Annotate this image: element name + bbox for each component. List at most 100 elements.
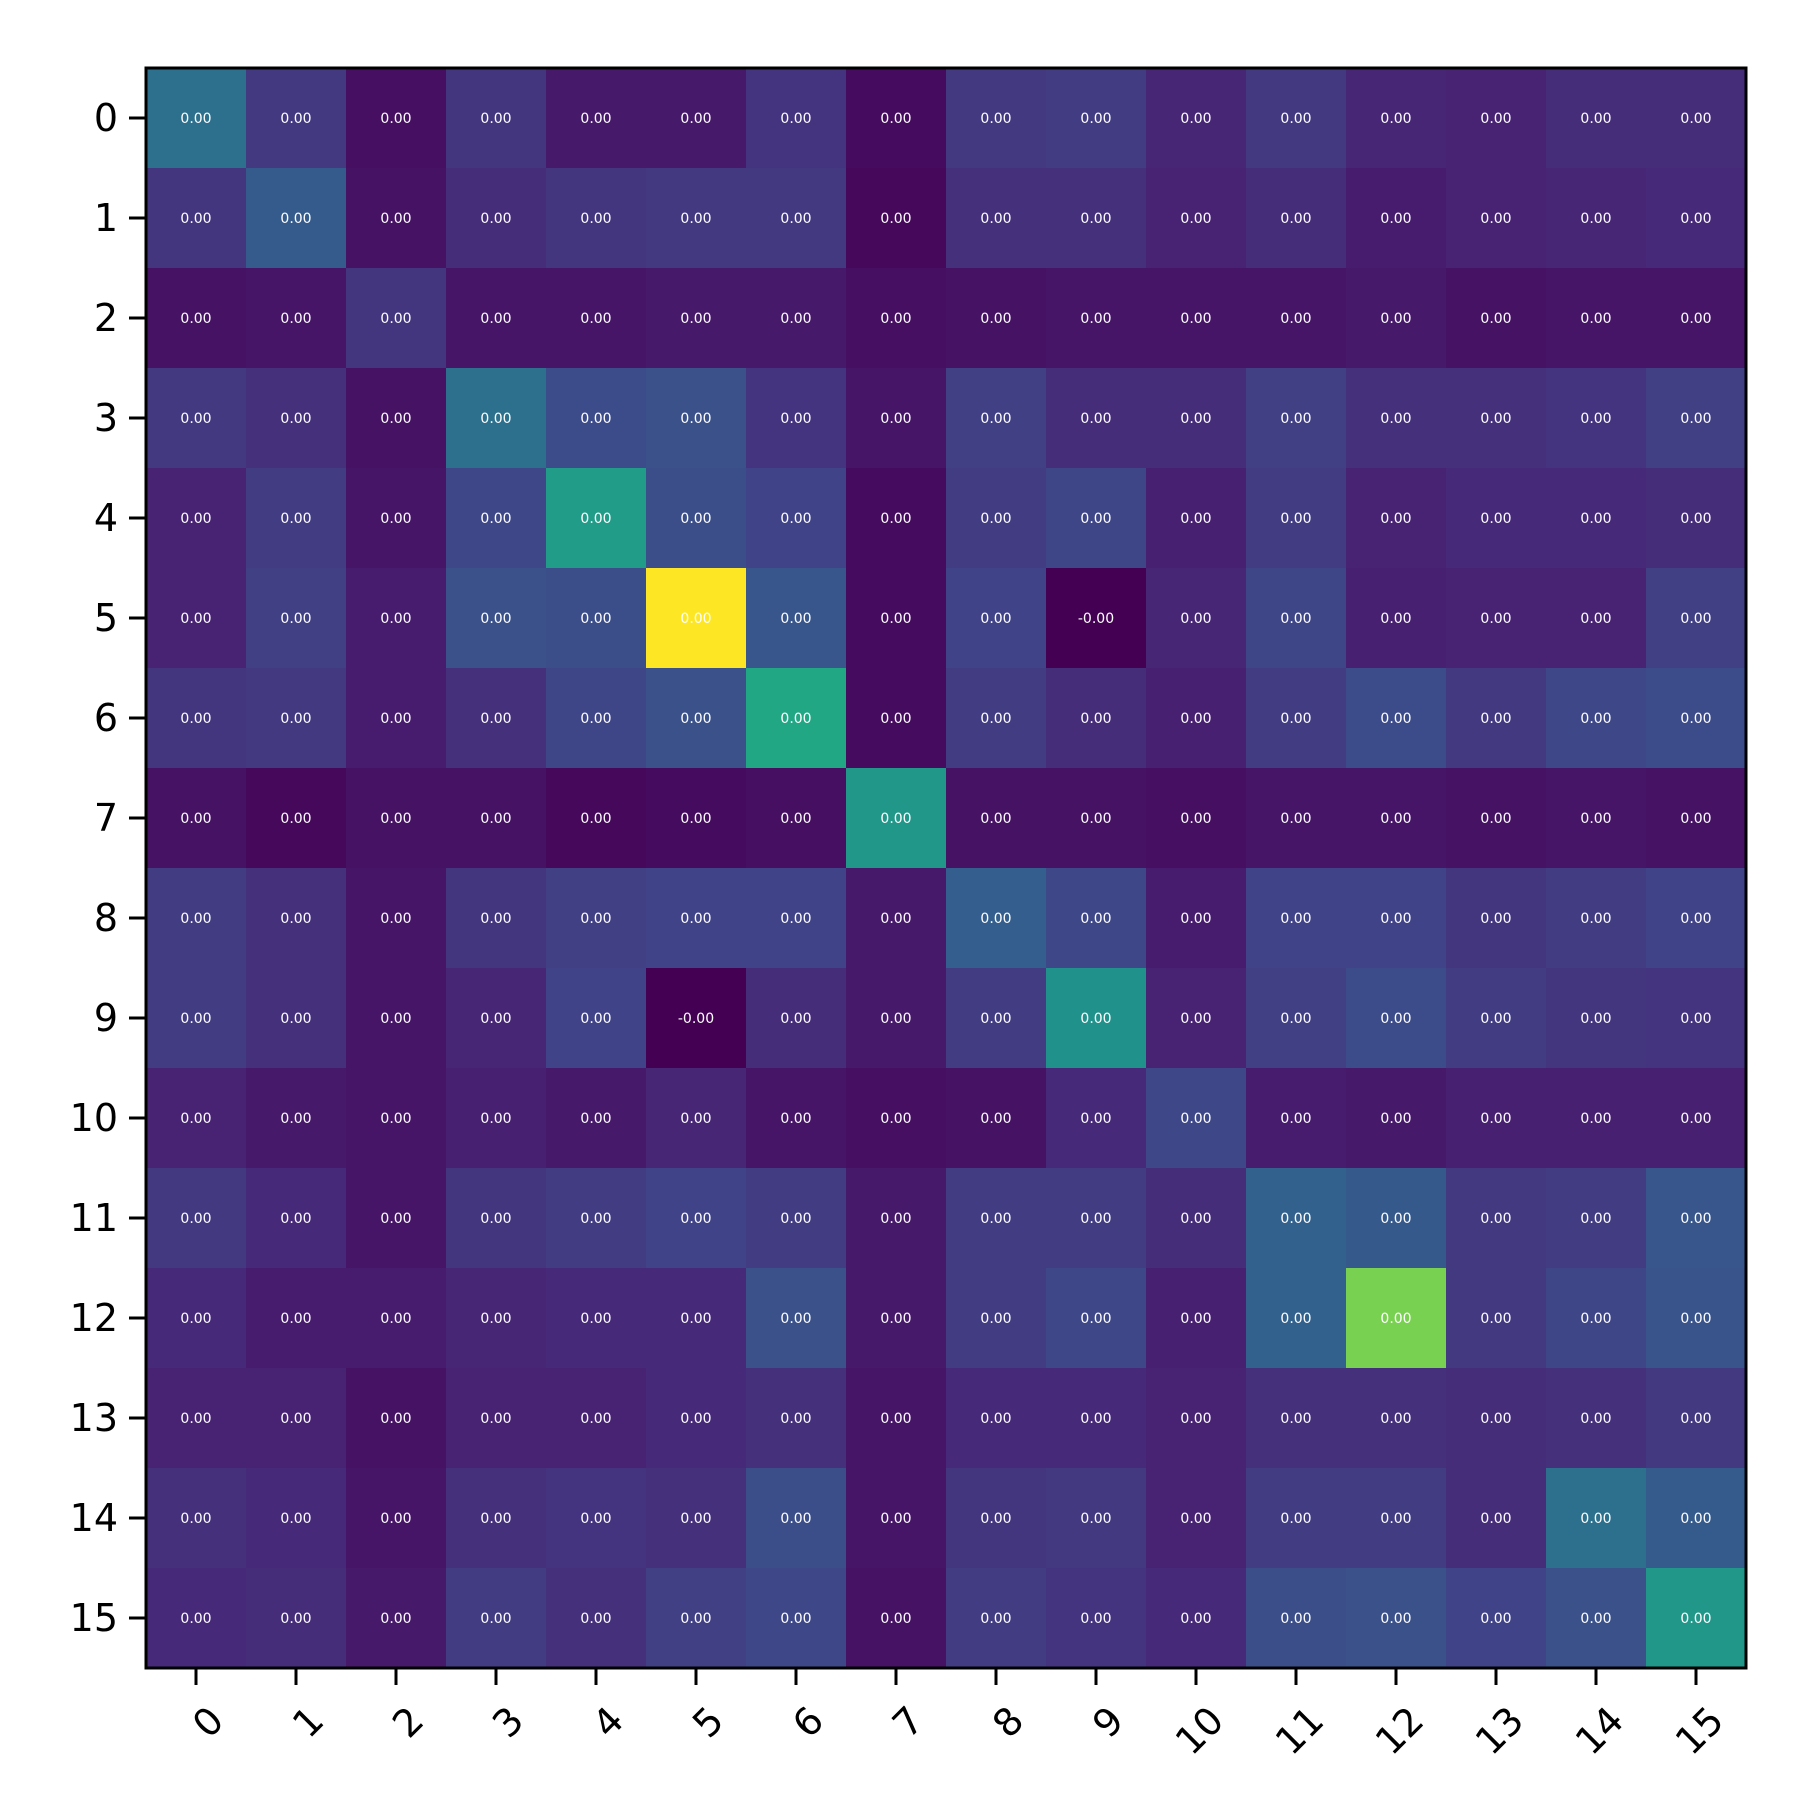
cell-label-r11-c3: 0.00 [480, 1211, 511, 1227]
cell-label-r10-c9: 0.00 [1080, 1111, 1111, 1127]
cell-label-r4-c10: 0.00 [1180, 511, 1211, 527]
cell-label-r8-c0: 0.00 [180, 911, 211, 927]
cell-label-r0-c2: 0.00 [380, 111, 411, 127]
cell-label-r13-c5: 0.00 [680, 1411, 711, 1427]
heatmap-cell-r3-c10 [1146, 368, 1247, 469]
cell-label-r2-c8: 0.00 [980, 311, 1011, 327]
heatmap-cell-r0-c14 [1546, 68, 1647, 169]
cell-label-r2-c6: 0.00 [780, 311, 811, 327]
cell-label-r13-c8: 0.00 [980, 1411, 1011, 1427]
cell-label-r10-c3: 0.00 [480, 1111, 511, 1127]
heatmap-cell-r0-c9 [1046, 68, 1147, 169]
heatmap-cell-r3-c13 [1446, 368, 1547, 469]
cell-label-r3-c9: 0.00 [1080, 411, 1111, 427]
cell-label-r1-c15: 0.00 [1680, 211, 1711, 227]
cell-label-r14-c7: 0.00 [880, 1511, 911, 1527]
plot-frame [144, 66, 1748, 1670]
heatmap-cell-r10-c2 [346, 1068, 447, 1169]
heatmap-cell-r13-c6 [746, 1368, 847, 1469]
heatmap-cell-r6-c11 [1246, 668, 1347, 769]
cell-label-r6-c0: 0.00 [180, 711, 211, 727]
cell-label-r10-c0: 0.00 [180, 1111, 211, 1127]
cell-label-r3-c6: 0.00 [780, 411, 811, 427]
cell-label-r13-c2: 0.00 [380, 1411, 411, 1427]
heatmap-cell-r10-c14 [1546, 1068, 1647, 1169]
heatmap-cell-r12-c11 [1246, 1268, 1347, 1369]
y-tick-label-10: 10 [70, 1096, 118, 1140]
y-tick-label-7: 7 [94, 796, 118, 840]
cell-label-r14-c3: 0.00 [480, 1511, 511, 1527]
heatmap-cell-r6-c4 [546, 668, 647, 769]
cell-label-r12-c0: 0.00 [180, 1311, 211, 1327]
cell-label-r5-c5: 0.00 [680, 611, 711, 627]
cell-label-r5-c13: 0.00 [1480, 611, 1511, 627]
heatmap-cell-r15-c6 [746, 1568, 847, 1669]
heatmap-cell-r0-c7 [846, 68, 947, 169]
heatmap-cell-r10-c4 [546, 1068, 647, 1169]
cell-label-r3-c5: 0.00 [680, 411, 711, 427]
cell-label-r1-c13: 0.00 [1480, 211, 1511, 227]
cell-label-r1-c0: 0.00 [180, 211, 211, 227]
cell-label-r0-c5: 0.00 [680, 111, 711, 127]
cell-label-r15-c0: 0.00 [180, 1611, 211, 1627]
cell-label-r9-c14: 0.00 [1580, 1011, 1611, 1027]
cell-label-r0-c7: 0.00 [880, 111, 911, 127]
heatmap-cell-r3-c5 [646, 368, 747, 469]
heatmap-cell-r7-c13 [1446, 768, 1547, 869]
heatmap-cell-r13-c15 [1646, 1368, 1747, 1469]
heatmap-cell-r8-c10 [1146, 868, 1247, 969]
cell-label-r12-c12: 0.00 [1380, 1311, 1411, 1327]
cell-label-r2-c7: 0.00 [880, 311, 911, 327]
cell-label-r4-c2: 0.00 [380, 511, 411, 527]
cell-label-r10-c2: 0.00 [380, 1111, 411, 1127]
heatmap-cell-r8-c11 [1246, 868, 1347, 969]
cell-label-r13-c4: 0.00 [580, 1411, 611, 1427]
heatmap-cell-r3-c11 [1246, 368, 1347, 469]
heatmap-cell-r11-c4 [546, 1168, 647, 1269]
heatmap-cell-r12-c2 [346, 1268, 447, 1369]
cell-label-r11-c2: 0.00 [380, 1211, 411, 1227]
heatmap-cell-r6-c0 [146, 668, 247, 769]
heatmap-cell-r13-c5 [646, 1368, 747, 1469]
heatmap-cell-r13-c3 [446, 1368, 547, 1469]
cell-label-r1-c5: 0.00 [680, 211, 711, 227]
heatmap-cell-r10-c3 [446, 1068, 547, 1169]
cell-label-r8-c8: 0.00 [980, 911, 1011, 927]
cell-label-r11-c7: 0.00 [880, 1211, 911, 1227]
heatmap-cell-r0-c6 [746, 68, 847, 169]
cell-label-r9-c13: 0.00 [1480, 1011, 1511, 1027]
cell-label-r13-c1: 0.00 [280, 1411, 311, 1427]
heatmap-cell-r5-c7 [846, 568, 947, 669]
heatmap-cell-r3-c0 [146, 368, 247, 469]
cell-label-r3-c3: 0.00 [480, 411, 511, 427]
cell-label-r6-c14: 0.00 [1580, 711, 1611, 727]
heatmap-cell-r14-c7 [846, 1468, 947, 1569]
y-tick-label-14: 14 [70, 1496, 118, 1540]
cell-label-r10-c12: 0.00 [1380, 1111, 1411, 1127]
heatmap-cell-r0-c2 [346, 68, 447, 169]
heatmap-cell-r15-c10 [1146, 1568, 1247, 1669]
heatmap-cell-r15-c3 [446, 1568, 547, 1669]
heatmap-cell-r3-c4 [546, 368, 647, 469]
cell-label-r3-c2: 0.00 [380, 411, 411, 427]
heatmap-cell-r8-c0 [146, 868, 247, 969]
heatmap-cell-r15-c14 [1546, 1568, 1647, 1669]
cell-label-r11-c9: 0.00 [1080, 1211, 1111, 1227]
heatmap-cell-r13-c9 [1046, 1368, 1147, 1469]
heatmap-cell-r5-c9 [1046, 568, 1147, 669]
cell-label-r1-c1: 0.00 [280, 211, 311, 227]
heatmap-cell-r4-c2 [346, 468, 447, 569]
heatmap-cell-r14-c0 [146, 1468, 247, 1569]
cell-label-r0-c10: 0.00 [1180, 111, 1211, 127]
heatmap-cell-r12-c0 [146, 1268, 247, 1369]
heatmap-cell-r14-c10 [1146, 1468, 1247, 1569]
cell-label-r11-c6: 0.00 [780, 1211, 811, 1227]
cell-label-r3-c14: 0.00 [1580, 411, 1611, 427]
y-tick-label-3: 3 [94, 396, 118, 440]
cell-label-r8-c14: 0.00 [1580, 911, 1611, 927]
cell-label-r6-c6: 0.00 [780, 711, 811, 727]
cell-label-r9-c8: 0.00 [980, 1011, 1011, 1027]
heatmap-cell-r10-c8 [946, 1068, 1047, 1169]
heatmap-cell-r12-c4 [546, 1268, 647, 1369]
